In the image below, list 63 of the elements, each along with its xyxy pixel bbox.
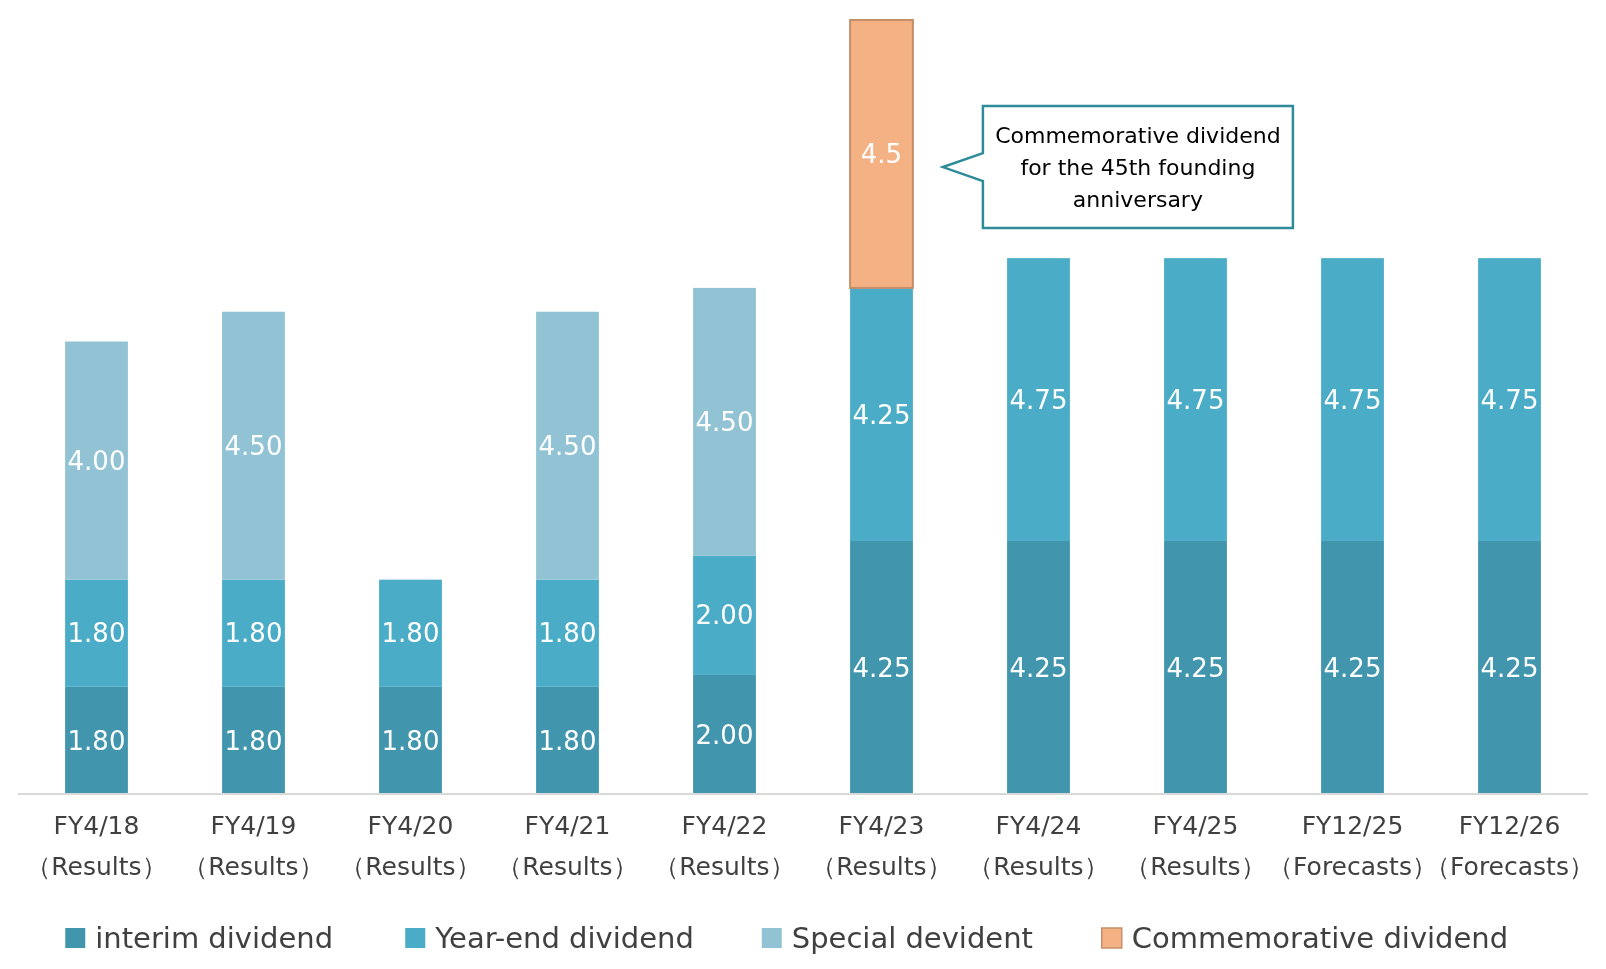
data-label: 4.25 [1009, 652, 1068, 683]
data-label: 1.80 [381, 618, 440, 649]
data-label: 1.80 [224, 725, 283, 756]
x-tick-label: FY4/18 （Results） [26, 811, 167, 881]
legend-label: Commemorative dividend [1131, 921, 1509, 956]
x-tick-label: FY4/21 （Results） [497, 811, 638, 881]
bar [849, 19, 914, 289]
bar [222, 686, 285, 794]
bar [65, 341, 128, 580]
bar [693, 674, 756, 794]
legend-label: interim dividend [95, 921, 334, 956]
bar [536, 311, 599, 580]
data-label: 4.75 [1009, 384, 1068, 415]
data-label: 1.80 [381, 725, 440, 756]
data-label: 4.00 [67, 445, 126, 476]
bar [693, 287, 756, 556]
data-label: 4.50 [224, 430, 283, 461]
bar [379, 686, 442, 794]
data-label: 1.80 [538, 725, 597, 756]
bar [1321, 540, 1384, 794]
data-label: 4.5 [860, 139, 903, 170]
data-label: 4.25 [852, 652, 911, 683]
x-tick-label: FY4/20 （Results） [340, 811, 481, 881]
data-label: 4.25 [1323, 652, 1382, 683]
data-label: 4.50 [538, 430, 597, 461]
bar [850, 287, 913, 541]
data-label: 1.80 [538, 618, 597, 649]
data-label: 4.75 [1323, 384, 1382, 415]
bar [222, 579, 285, 687]
data-label: 1.80 [67, 618, 126, 649]
data-label: 4.25 [852, 399, 911, 430]
bar [65, 579, 128, 687]
data-label: 4.50 [695, 406, 754, 437]
bar [536, 579, 599, 687]
bar [1164, 258, 1227, 541]
annotation: Commemorative dividend for the 45th founding anniversary [995, 122, 1281, 212]
bar [1007, 540, 1070, 794]
bar [1164, 540, 1227, 794]
data-label: 4.75 [1480, 384, 1539, 415]
bar [1007, 258, 1070, 541]
data-label: 4.75 [1166, 384, 1225, 415]
legend-label: Year-end dividend [434, 921, 694, 956]
bar [222, 311, 285, 580]
bar [65, 686, 128, 794]
bar [693, 555, 756, 675]
legend-label: Special devident [791, 921, 1033, 956]
data-label: 2.00 [695, 719, 754, 750]
x-tick-label: FY4/19 （Results） [183, 811, 324, 881]
data-label: 4.25 [1480, 652, 1539, 683]
bar [536, 686, 599, 794]
data-label: 1.80 [224, 618, 283, 649]
x-tick-label: FY4/25 （Results） [1125, 811, 1266, 881]
bar [379, 579, 442, 687]
bar [1321, 258, 1384, 541]
data-label: 2.00 [695, 600, 754, 631]
x-tick-label: FY4/24 （Results） [968, 811, 1109, 881]
data-label: 1.80 [67, 725, 126, 756]
data-label: 4.25 [1166, 652, 1225, 683]
x-tick-label: FY4/22 （Results） [654, 811, 795, 881]
bar [850, 540, 913, 794]
bar [1478, 540, 1541, 794]
bar [1478, 258, 1541, 541]
x-tick-label: FY4/23 （Results） [811, 811, 952, 881]
